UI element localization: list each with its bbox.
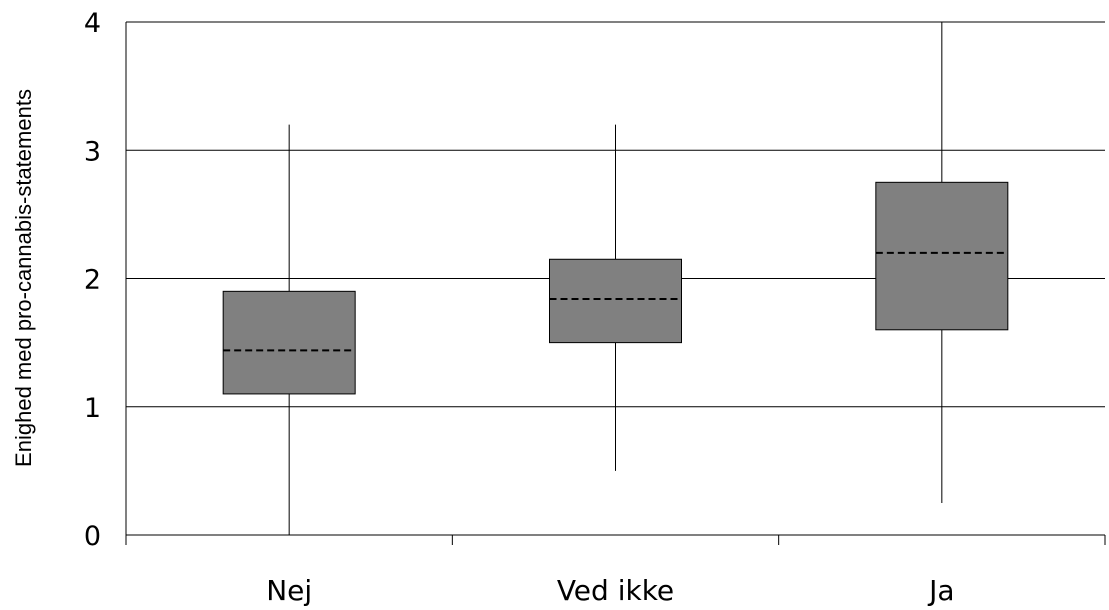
x-tick-labels: Nej Ved ikke Ja (266, 574, 954, 607)
box-ja (875, 181, 1009, 331)
x-tick-label-ved-ikke: Ved ikke (557, 574, 674, 607)
y-tick-label-1: 1 (84, 393, 101, 424)
x-tick-label-ja: Ja (927, 574, 954, 607)
boxes (222, 181, 1009, 395)
y-tick-label-3: 3 (84, 136, 101, 167)
y-tick-label-4: 4 (84, 8, 101, 39)
y-axis-label: Enighed med pro-cannabis-statements (11, 89, 36, 467)
x-tick-label-nej: Nej (266, 574, 312, 607)
y-tick-labels: 0 1 2 3 4 (84, 8, 101, 552)
box-nej (222, 290, 356, 395)
box-ved-ikke (549, 258, 682, 344)
y-tick-label-0: 0 (84, 521, 101, 552)
medians (223, 251, 1008, 352)
y-tick-label-2: 2 (84, 265, 101, 296)
